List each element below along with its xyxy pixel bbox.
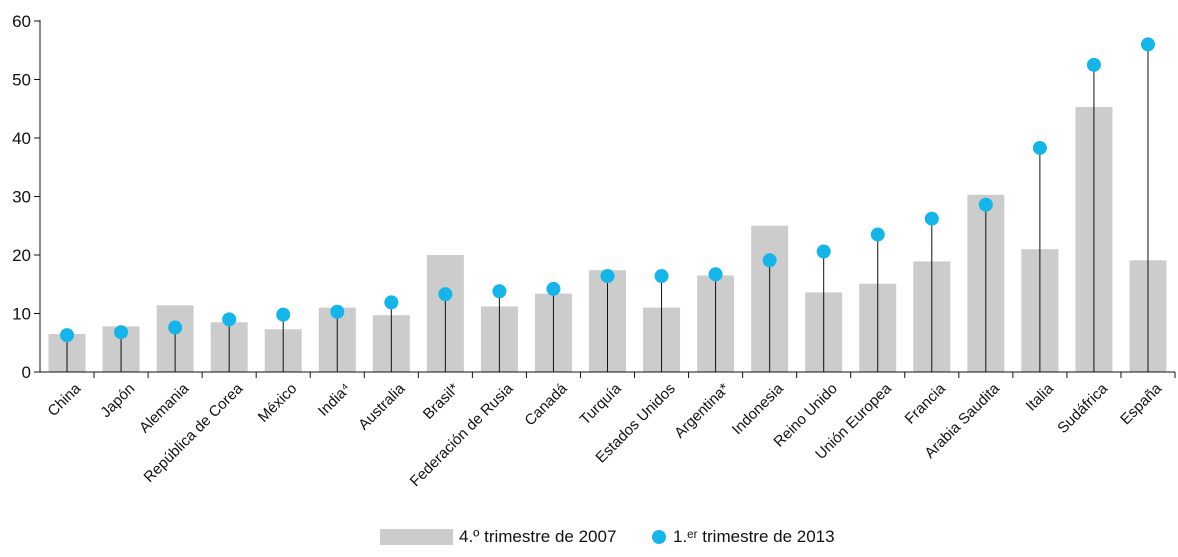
dot-2013 xyxy=(816,244,831,259)
dot-2013 xyxy=(1032,140,1047,155)
x-category-label: Brasil* xyxy=(420,380,463,423)
dot-series xyxy=(60,37,1155,343)
legend-dot-swatch xyxy=(652,530,666,544)
dot-2013 xyxy=(222,312,237,327)
dot-2013 xyxy=(870,227,885,242)
dot-2013 xyxy=(60,328,75,343)
y-tick-label: 10 xyxy=(12,305,31,324)
dot-2013 xyxy=(654,269,669,284)
legend-item-2013: 1.ᵉʳ trimestre de 2013 xyxy=(652,527,835,547)
stem-series xyxy=(66,44,1149,372)
y-tick-label: 30 xyxy=(12,188,31,207)
dot-2013 xyxy=(708,267,723,282)
dot-2013 xyxy=(438,287,453,302)
legend-label-2007: 4.º trimestre de 2007 xyxy=(459,527,617,546)
dot-2013 xyxy=(492,284,507,299)
x-category-label: Sudáfrica xyxy=(1054,380,1111,437)
legend-bar-swatch xyxy=(380,529,453,545)
x-category-label: Francia xyxy=(902,380,950,428)
x-category-label: Japón xyxy=(97,380,138,421)
dot-2013 xyxy=(924,211,939,226)
dot-2013 xyxy=(546,281,561,296)
x-category-label: India⁴ xyxy=(315,380,355,420)
x-category-label: Australia xyxy=(355,380,409,434)
x-category-label: México xyxy=(255,380,301,426)
x-category-label: Canadá xyxy=(521,380,571,430)
dot-2013 xyxy=(276,307,291,322)
y-tick-label: 60 xyxy=(12,12,31,31)
dot-2013 xyxy=(330,304,345,319)
dot-2013 xyxy=(600,269,615,284)
y-tick-label: 0 xyxy=(22,363,31,382)
x-category-label: República de Corea xyxy=(141,380,247,486)
chart-canvas: 0 10 20 30 40 50 60 China JapónAlemaniaRepúblic… xyxy=(12,12,1176,490)
x-category-label: Italia xyxy=(1023,380,1058,415)
x-category-label: China xyxy=(44,380,84,420)
x-category-label: Argentina* xyxy=(671,380,733,442)
y-tick-label: 20 xyxy=(12,246,31,265)
dot-2013 xyxy=(978,197,993,212)
x-category-label: Turquía xyxy=(577,380,626,429)
dot-2013 xyxy=(168,320,183,335)
dot-2013 xyxy=(1086,57,1101,72)
dot-2013 xyxy=(1140,37,1155,52)
x-category-label: España xyxy=(1117,380,1165,428)
legend-label-2013: 1.ᵉʳ trimestre de 2013 xyxy=(673,527,835,546)
legend-item-2007: 4.º trimestre de 2007 xyxy=(380,527,616,547)
legend: 4.º trimestre de 2007 1.ᵉʳ trimestre de … xyxy=(0,520,1178,550)
y-tick-label: 40 xyxy=(12,129,31,148)
dot-2013 xyxy=(384,295,399,310)
dot-2013 xyxy=(114,325,129,340)
x-category-label: Federación de Rusia xyxy=(407,380,517,490)
dot-2013 xyxy=(762,253,777,268)
x-category-label: Alemania xyxy=(136,380,193,437)
y-axis: 0 10 20 30 40 50 60 xyxy=(12,12,41,382)
y-tick-label: 50 xyxy=(12,71,31,90)
